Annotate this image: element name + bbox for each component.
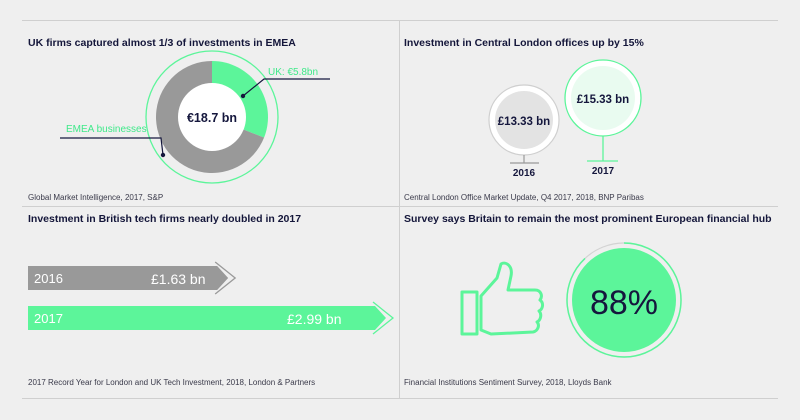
donut-center-label: €18.7 bn [187,111,237,125]
gauge-arc [566,242,682,358]
divider-bottom [22,398,778,399]
panel3-source: 2017 Record Year for London and UK Tech … [28,378,316,387]
panel1-source: Global Market Intelligence, 2017, S&P [28,193,164,202]
bar-2017-value: £2.99 bn [287,311,342,327]
bar-2017-chevron [372,301,395,335]
bubble-2016-year: 2016 [513,168,536,179]
divider-middle [22,206,778,207]
gauge-disc [572,248,676,352]
bar-2016 [28,266,229,290]
bubble-2017-value: £15.33 bn [577,94,629,106]
donut-chart: €18.7 bn UK: €5.8bn EMEA businesses [60,50,330,184]
uk-leader-dot [240,93,246,99]
bar-2017 [28,306,386,330]
bar-2016-value: £1.63 bn [151,271,206,287]
arrow-bar-chart [28,261,395,335]
uk-slice-label: UK: €5.8bn [268,67,318,78]
panel4-title: Survey says Britain to remain the most p… [404,213,772,225]
divider-top [22,20,778,21]
panel3-title: Investment in British tech firms nearly … [28,213,302,225]
uk-leader-line [242,78,330,97]
donut-outer-ring [145,50,279,184]
divider-vertical [399,20,400,398]
bubble-chart: £13.33 bn 2016 £15.33 bn 2017 [488,59,642,179]
emea-leader-dot [160,152,166,158]
panel4-source: Financial Institutions Sentiment Survey,… [404,378,612,387]
panel2-title: Investment in Central London offices up … [404,37,644,49]
panel1-title: UK firms captured almost 1/3 of investme… [28,37,296,49]
thumbs-up-icon [460,261,544,336]
bar-2017-category: 2017 [34,311,63,326]
bubble-2017 [571,66,635,130]
donut-hole [178,83,246,151]
emea-leader-line [60,137,164,156]
panel2-source: Central London Office Market Update, Q4 … [404,193,644,202]
bubble-2017-year: 2017 [592,166,615,177]
gauge-chart: 88% [566,242,682,358]
gauge-value-label: 88% [590,284,658,322]
emea-slice-label: EMEA businesses [66,124,147,135]
bubble-2016 [495,91,553,149]
bubble-2016-value: £13.33 bn [498,116,550,128]
bar-2016-category: 2016 [34,271,63,286]
bar-2016-chevron [214,261,237,295]
